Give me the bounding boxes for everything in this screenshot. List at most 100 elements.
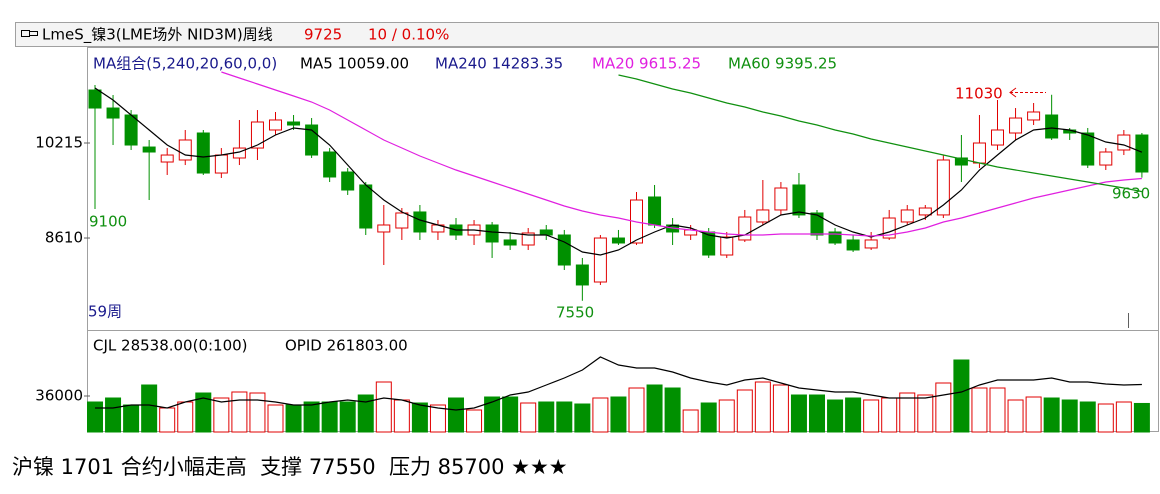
volume-bar <box>213 397 230 433</box>
volume-bar <box>935 382 952 433</box>
volume-bar <box>809 394 825 433</box>
candle-body <box>413 211 427 233</box>
volume-bar <box>646 384 663 433</box>
volume-bar <box>754 381 771 433</box>
candle-body <box>323 151 337 178</box>
volume-bar <box>249 392 266 433</box>
candle-body <box>359 184 373 229</box>
candle-body <box>900 209 914 223</box>
candle-body <box>738 216 752 241</box>
candle-body <box>810 212 824 236</box>
candle-body <box>1045 114 1059 139</box>
candle-body <box>557 234 571 266</box>
candle-body <box>828 231 842 244</box>
candle-body <box>485 224 499 243</box>
volume-bar <box>520 402 537 433</box>
legend-entry: MA20 9615.25 <box>592 55 701 73</box>
volume-bar <box>231 391 248 433</box>
volume-bar <box>628 387 645 433</box>
volume-bar <box>917 394 934 433</box>
y-tick-label: 10215 <box>35 134 83 152</box>
candle-body <box>1099 151 1113 166</box>
volume-bar <box>466 409 483 433</box>
volume-bar <box>411 402 428 433</box>
volume-bar <box>1097 403 1114 433</box>
volume-label: CJL 28538.00(0:100) <box>93 337 248 355</box>
volume-bar <box>610 396 627 433</box>
volume-bar <box>989 387 1006 433</box>
candle-body <box>954 157 968 166</box>
candle-body <box>720 236 734 256</box>
volume-bar <box>1115 401 1132 433</box>
candle-body <box>88 89 102 109</box>
candle-body <box>593 237 607 283</box>
volume-bar <box>1133 402 1150 433</box>
volume-bar <box>123 404 140 433</box>
low-annotation: 9100 <box>89 213 127 231</box>
candle-body <box>269 119 282 131</box>
legend-entry: MA60 9395.25 <box>728 55 837 73</box>
volume-bar <box>953 359 970 433</box>
high-annotation: 11030 <box>955 85 1003 103</box>
opid-line <box>95 356 1142 411</box>
low-annotation: 9630 <box>1112 185 1150 203</box>
candle-body <box>521 232 535 246</box>
volume-bar <box>357 394 374 433</box>
volume-bar <box>881 397 898 433</box>
candle-body <box>972 142 986 164</box>
ma240-label: MA240 14283.35 <box>435 55 563 73</box>
header-price: 9725 <box>304 26 342 44</box>
header-bar <box>15 22 1159 47</box>
volume-bar <box>285 404 302 433</box>
ma-group-label: MA组合(5,240,20,60,0,0) <box>93 55 277 73</box>
volume-bar <box>772 384 789 433</box>
volume-bar <box>141 384 158 433</box>
volume-bar <box>484 396 501 433</box>
volume-bar <box>1007 399 1024 433</box>
candle-body <box>178 139 192 161</box>
candle-body <box>792 184 806 216</box>
candle-body <box>648 196 662 226</box>
y-tick-label: 8610 <box>45 229 83 247</box>
volume-bar <box>448 397 464 433</box>
volume-bar <box>339 401 356 433</box>
candle-body <box>503 239 517 246</box>
candle-body <box>1009 117 1023 134</box>
candle-body <box>1117 134 1131 151</box>
candle-body <box>377 224 391 233</box>
candle-body <box>918 207 932 216</box>
volume-bar <box>700 402 717 433</box>
volume-bar <box>971 387 988 433</box>
y-tick-label: 36000 <box>35 387 83 405</box>
volume-bar <box>393 399 410 433</box>
candle-body <box>611 237 625 244</box>
volume-bar <box>1025 396 1042 433</box>
candle-body <box>846 239 860 251</box>
candle-body <box>1027 111 1041 121</box>
header-change: 10 / 0.10% <box>368 26 449 44</box>
candle-body <box>287 121 301 126</box>
candle-body <box>774 187 788 211</box>
volume-bar <box>1061 399 1078 433</box>
volume-bar <box>267 404 284 433</box>
ma-line <box>221 71 1142 237</box>
ma-line <box>94 87 1143 256</box>
volume-bar <box>556 401 573 433</box>
period-label: 59周 <box>88 303 122 321</box>
candle-body <box>864 239 878 249</box>
candle-body <box>196 132 210 174</box>
volume-bar <box>502 396 519 433</box>
candle-body <box>142 146 156 153</box>
volume-bar <box>574 403 591 433</box>
volume-bar <box>159 407 176 433</box>
candle-body <box>124 114 138 146</box>
candle-body <box>1081 132 1095 166</box>
volume-bar <box>845 397 862 433</box>
volume-bar <box>1043 397 1060 433</box>
caption: 沪镍 1701 合约小幅走高 支撑 77550 压力 85700 ★★★ <box>12 455 568 479</box>
candle-body <box>539 229 553 236</box>
candle-body <box>250 121 264 149</box>
volume-bar <box>863 399 880 433</box>
high-arrow <box>1009 87 1046 98</box>
header-instrument: LmeS_镍3(LME场外 NID3M)周线 <box>42 26 273 45</box>
